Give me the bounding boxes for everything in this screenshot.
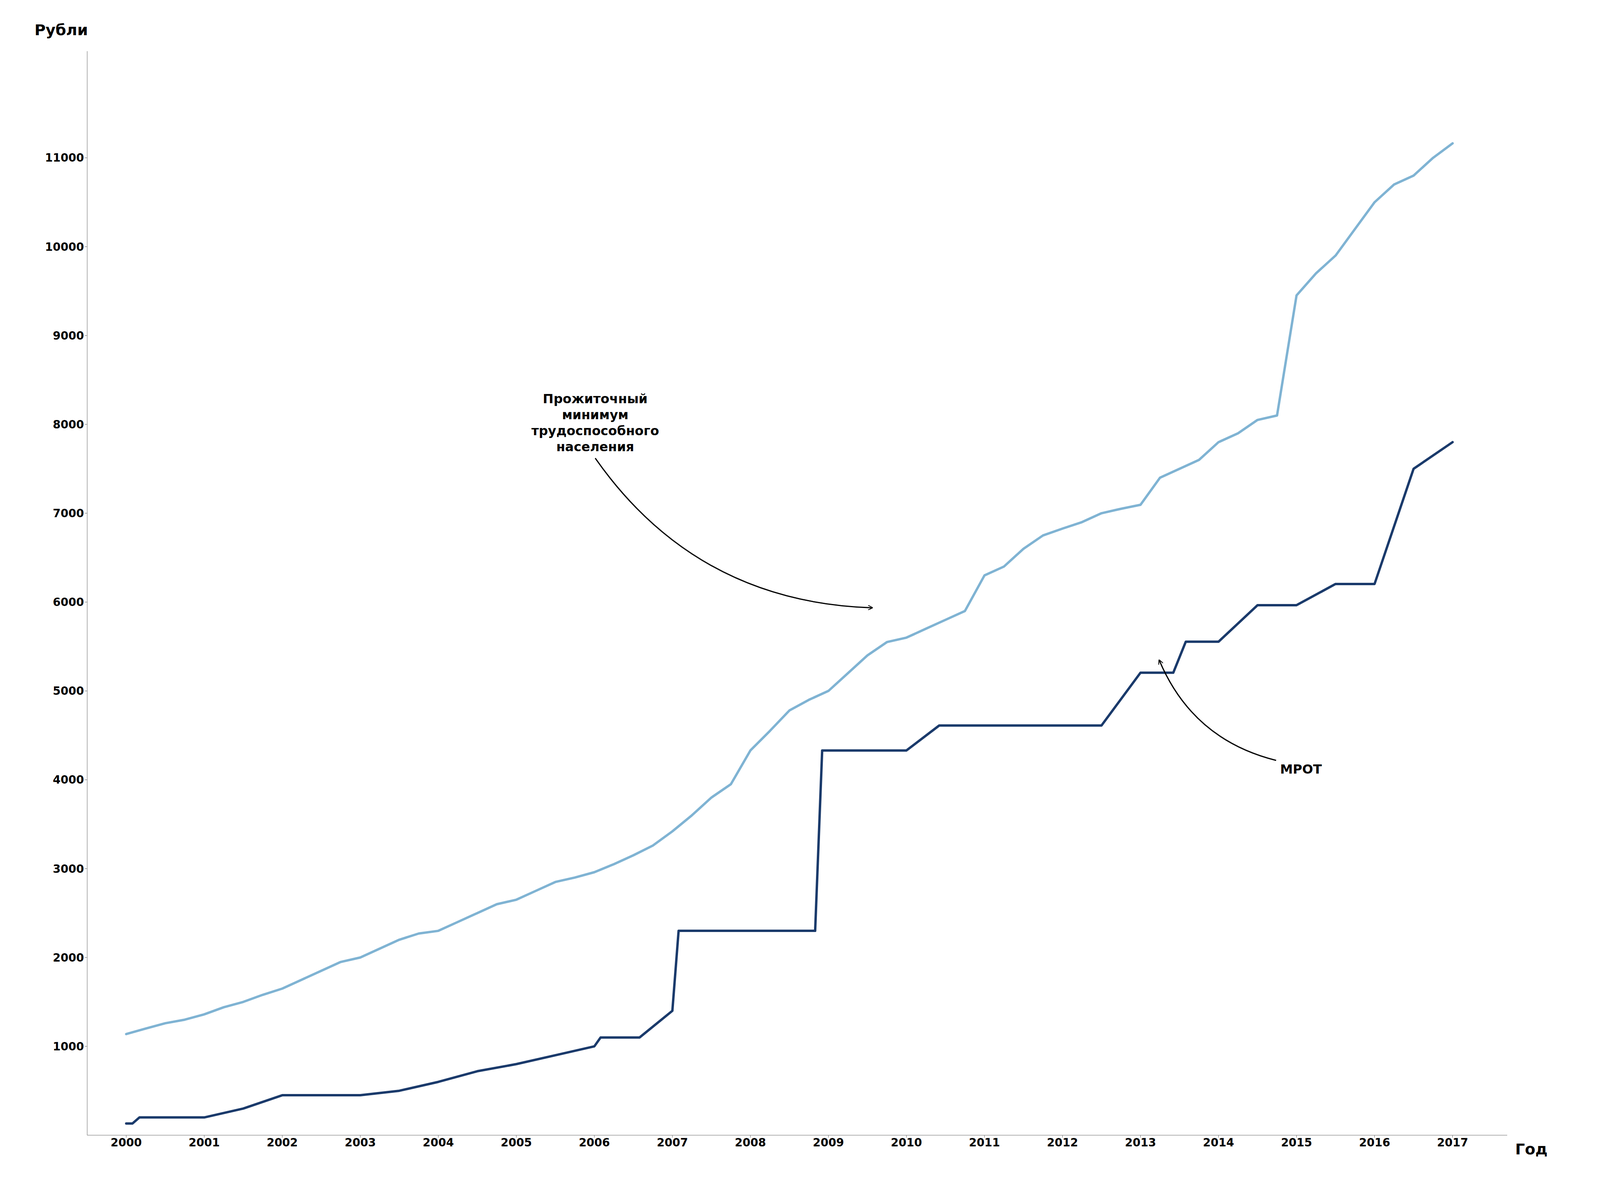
svg-text:2000: 2000: [110, 1136, 142, 1150]
svg-text:2003: 2003: [344, 1136, 376, 1150]
svg-text:9000: 9000: [52, 329, 84, 343]
svg-text:2002: 2002: [266, 1136, 298, 1150]
svg-text:5000: 5000: [52, 684, 84, 698]
svg-text:Год: Год: [1515, 1140, 1548, 1158]
svg-text:2004: 2004: [422, 1136, 454, 1150]
svg-text:2017: 2017: [1436, 1136, 1468, 1150]
svg-text:2009: 2009: [812, 1136, 844, 1150]
svg-text:2010: 2010: [890, 1136, 922, 1150]
svg-text:2006: 2006: [578, 1136, 610, 1150]
svg-text:1000: 1000: [52, 1040, 84, 1054]
svg-text:4000: 4000: [52, 773, 84, 787]
svg-text:2015: 2015: [1280, 1136, 1312, 1150]
svg-text:8000: 8000: [52, 418, 84, 432]
svg-text:2001: 2001: [188, 1136, 220, 1150]
svg-text:2016: 2016: [1358, 1136, 1390, 1150]
svg-text:2008: 2008: [734, 1136, 766, 1150]
svg-text:3000: 3000: [52, 862, 84, 876]
svg-text:2007: 2007: [656, 1136, 688, 1150]
svg-text:2005: 2005: [500, 1136, 532, 1150]
svg-text:МРОТ: МРОТ: [1280, 761, 1322, 777]
svg-text:2011: 2011: [968, 1136, 1000, 1150]
svg-text:6000: 6000: [52, 595, 84, 609]
svg-text:7000: 7000: [52, 506, 84, 520]
svg-text:2013: 2013: [1124, 1136, 1156, 1150]
svg-text:2000: 2000: [52, 951, 84, 965]
svg-text:11000: 11000: [45, 151, 84, 165]
svg-text:2014: 2014: [1202, 1136, 1234, 1150]
svg-text:Рубли: Рубли: [34, 21, 88, 39]
svg-text:10000: 10000: [45, 240, 84, 254]
svg-text:2012: 2012: [1046, 1136, 1078, 1150]
svg-text:Прожиточныйминимумтрудоспособн: Прожиточныйминимумтрудоспособногонаселен…: [531, 391, 659, 455]
